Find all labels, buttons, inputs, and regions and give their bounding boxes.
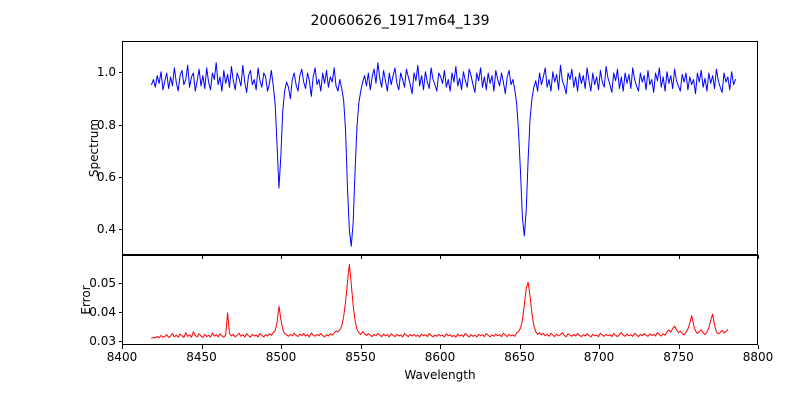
error-ticks: 0.03 0.04 0.05 8400 8450 8500 8550 8600 8650 8700… [79,255,773,364]
x-tick-label: 8500 [265,350,297,364]
y-tick-label: 0.6 [96,169,116,184]
error-axes [122,255,758,345]
y-tick-label: 0.03 [89,333,116,348]
x-tick-mark [758,345,760,349]
x-tick-mark [599,255,601,259]
x-tick-label: 8450 [186,350,217,364]
x-tick-mark [201,255,203,259]
x-tick-mark [519,345,521,349]
y-tick-label: 0.05 [89,275,116,290]
error-y-axis-label: Error [79,285,93,315]
x-tick-label: 8700 [583,350,615,364]
spectrum-ticks: 0.4 0.6 0.8 1.0 Spectrum [87,41,760,259]
x-tick-mark [678,345,680,349]
x-tick-mark [519,255,521,259]
x-tick-mark [122,345,124,349]
y-tick-mark [118,282,122,284]
x-tick-label: 8550 [345,350,376,364]
x-tick-mark [281,345,283,349]
x-tick-mark [678,255,680,259]
y-tick-label: 0.8 [96,117,116,132]
spectrum-y-axis-label: Spectrum [87,118,101,178]
y-tick-mark [118,311,122,313]
x-tick-label: 8600 [424,350,456,364]
y-tick-label: 0.4 [96,221,116,236]
spectrum-trace [152,63,736,247]
y-tick-mark [118,176,122,178]
y-tick-mark [118,228,122,231]
x-tick-mark [758,255,760,259]
y-tick-mark [118,72,122,74]
x-axis-label: Wavelength [404,368,476,382]
x-tick-label: 8400 [106,350,138,364]
x-tick-mark [440,255,442,259]
spectrum-axes [122,41,758,255]
x-tick-mark [599,345,601,349]
x-tick-mark [281,255,283,259]
x-tick-mark [440,345,442,349]
error-trace [152,265,728,339]
x-tick-label: 8750 [663,350,694,364]
figure-title: 20060626_1917m64_139 [310,13,490,29]
x-tick-mark [360,255,362,259]
x-tick-label: 8650 [504,350,535,364]
y-tick-mark [118,124,122,126]
x-tick-label: 8800 [742,350,774,364]
y-tick-mark [118,340,122,342]
spectrum-line-series [123,42,757,254]
y-tick-label: 0.04 [89,304,116,319]
error-line-series [123,256,757,344]
y-tick-label: 1.0 [96,65,116,80]
x-tick-mark [360,345,362,349]
x-tick-mark [201,345,203,349]
